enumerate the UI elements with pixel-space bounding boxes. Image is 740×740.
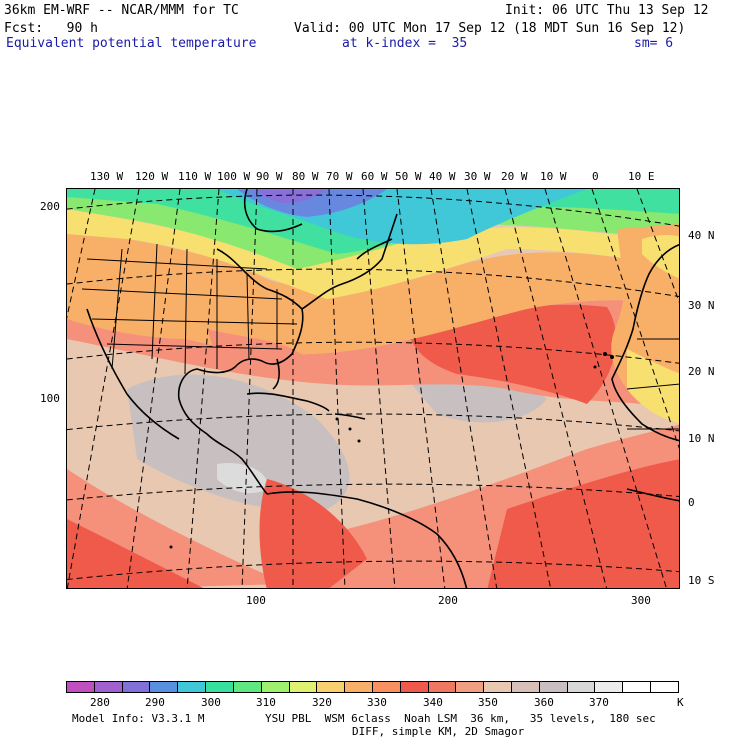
- lon-label: 0: [592, 170, 599, 183]
- grid-y-label: 100: [40, 392, 60, 405]
- lat-label: 10 N: [688, 432, 715, 445]
- colorbar-swatch: [233, 682, 262, 692]
- red-ridge: [407, 304, 617, 404]
- diffusion-info: DIFF, simple KM, 2D Smagor: [352, 725, 525, 738]
- colorbar-swatch: [623, 682, 652, 692]
- colorbar-unit: K: [677, 696, 684, 709]
- light-gray-patch: [217, 463, 268, 494]
- colorbar-swatch: [67, 682, 95, 692]
- lon-label: 80 W: [292, 170, 319, 183]
- colorbar-label: 290: [145, 696, 165, 709]
- lon-label: 70 W: [326, 170, 353, 183]
- lon-label: 30 W: [464, 170, 491, 183]
- colorbar-swatch: [428, 682, 457, 692]
- political-borders: [81, 243, 679, 430]
- colorbar-swatch: [94, 682, 123, 692]
- model-info: Model Info: V3.3.1 M: [72, 712, 205, 725]
- colorbar-label: 300: [201, 696, 221, 709]
- lon-label: 60 W: [361, 170, 388, 183]
- colorbar-swatch: [261, 682, 290, 692]
- lon-label: 100 W: [217, 170, 251, 183]
- lon-label: 40 W: [429, 170, 456, 183]
- valid-time: Valid: 00 UTC Mon 17 Sep 12 (18 MDT Sun …: [294, 21, 686, 36]
- lat-label: 40 N: [688, 229, 715, 242]
- lat-label: 10 S: [688, 574, 715, 587]
- south-america-red: [259, 479, 367, 588]
- model-title: 36km EM-WRF -- NCAR/MMM for TC: [4, 3, 239, 18]
- lat-label: 0: [688, 496, 695, 509]
- colorbar-swatch: [456, 682, 485, 692]
- colorbar-swatch: [400, 682, 429, 692]
- colorbar-swatch: [122, 682, 151, 692]
- grid-x-label: 200: [438, 594, 458, 607]
- colorbar-swatch: [512, 682, 540, 692]
- colorbar-swatch: [289, 682, 318, 692]
- map-panel: [66, 188, 680, 589]
- lon-label: 90 W: [256, 170, 283, 183]
- colorbar-swatch: [567, 682, 596, 692]
- init-time: Init: 06 UTC Thu 13 Sep 12: [505, 3, 709, 18]
- colorbar-swatch: [539, 682, 568, 692]
- latitude-lines: [67, 194, 679, 581]
- colorbar: [66, 681, 679, 693]
- colorbar-label: 330: [367, 696, 387, 709]
- purple-patch: [257, 189, 327, 203]
- lon-label: 110 W: [178, 170, 212, 183]
- grid-x-label: 100: [246, 594, 266, 607]
- coastlines: [86, 189, 679, 588]
- islands: [169, 352, 614, 549]
- red-band: [487, 459, 679, 588]
- colorbar-label: 280: [90, 696, 110, 709]
- colorbar-label: 310: [256, 696, 276, 709]
- colorbar-label: 360: [534, 696, 554, 709]
- colorbar-swatch: [178, 682, 207, 692]
- field-name: Equivalent potential temperature: [6, 36, 257, 51]
- colorbar-label: 340: [423, 696, 443, 709]
- lat-label: 20 N: [688, 365, 715, 378]
- physics-info: YSU PBL WSM 6class Noah LSM 36 km, 35 le…: [265, 712, 656, 725]
- lon-label: 10 E: [628, 170, 655, 183]
- grid-y-label: 200: [40, 200, 60, 213]
- map-svg: [67, 189, 679, 588]
- colorbar-swatch: [651, 682, 678, 692]
- colorbar-swatch: [372, 682, 401, 692]
- colorbar-swatch: [206, 682, 234, 692]
- colorbar-swatch: [150, 682, 179, 692]
- colorbar-swatch: [484, 682, 512, 692]
- colorbar-swatch: [345, 682, 373, 692]
- smoothing-info: sm= 6: [634, 36, 674, 51]
- colorbar-label: 370: [589, 696, 609, 709]
- lon-label: 10 W: [540, 170, 567, 183]
- forecast-hour: Fcst: 90 h: [4, 21, 98, 36]
- lon-label: 50 W: [395, 170, 422, 183]
- colorbar-swatch: [317, 682, 346, 692]
- yellow-band: [67, 209, 679, 299]
- level-info: at k-index = 35: [342, 36, 468, 51]
- colorbar-label: 320: [312, 696, 332, 709]
- colorbar-swatch: [595, 682, 624, 692]
- lon-label: 20 W: [501, 170, 528, 183]
- colorbar-label: 350: [478, 696, 498, 709]
- grid-x-label: 300: [631, 594, 651, 607]
- southeast-us-warm: [207, 329, 307, 371]
- lon-label: 130 W: [90, 170, 124, 183]
- lat-label: 30 N: [688, 299, 715, 312]
- lon-label: 120 W: [135, 170, 169, 183]
